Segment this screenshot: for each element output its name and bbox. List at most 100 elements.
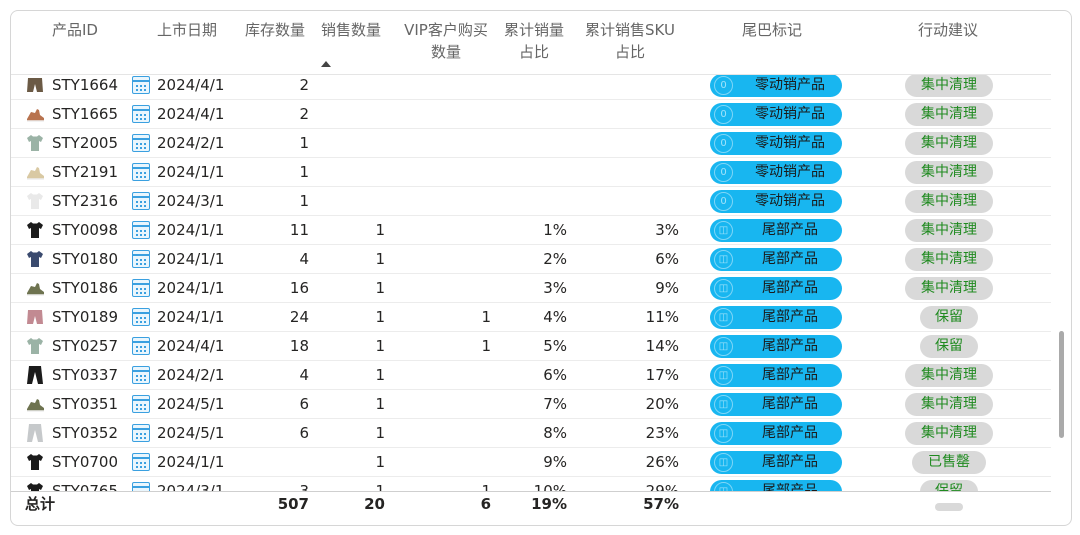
calendar-icon	[132, 221, 150, 239]
table-row[interactable]: STY0352 2024/5/1 6 1 8% 23% ◫ 尾部产品 集中清理	[11, 419, 1051, 448]
table-row[interactable]: STY1664 2024/4/1 2 0 零动销产品 集中清理	[11, 75, 1051, 100]
launch-date-cell: 2024/4/1	[157, 76, 225, 94]
black-tshirt-icon	[25, 481, 45, 491]
stock-qty-cell: 16	[289, 279, 309, 297]
header-cum-sku[interactable]: 累计销售SKU 占比	[585, 21, 675, 61]
table-row[interactable]: STY0186 2024/1/1 16 1 3% 9% ◫ 尾部产品 集中清理	[11, 274, 1051, 303]
white-tshirt-icon	[25, 191, 45, 211]
table-row[interactable]: STY2316 2024/3/1 1 0 零动销产品 集中清理	[11, 187, 1051, 216]
cum-sales-cell: 1%	[543, 221, 567, 239]
sales-qty-cell	[317, 100, 385, 128]
sales-qty-cell: 1	[375, 395, 385, 413]
tag-badge-icon: 0	[714, 134, 733, 153]
table-row[interactable]: STY2191 2024/1/1 1 0 零动销产品 集中清理	[11, 158, 1051, 187]
tail-tag-pill: 0 零动销产品	[710, 161, 842, 184]
product-id-cell: STY2191	[52, 163, 119, 181]
tail-tag-pill: ◫ 尾部产品	[710, 335, 842, 358]
tag-badge-icon: ◫	[714, 482, 733, 491]
cum-sku-cell: 6%	[655, 250, 679, 268]
tail-tag-pill: ◫ 尾部产品	[710, 451, 842, 474]
launch-date-cell: 2024/2/1	[157, 134, 225, 152]
tag-badge-icon: ◫	[714, 424, 733, 443]
header-vip-qty[interactable]: VIP客户购买 数量	[404, 21, 488, 61]
tail-tag-pill: ◫ 尾部产品	[710, 422, 842, 445]
totals-vip: 6	[480, 495, 491, 513]
table-row[interactable]: STY0700 2024/1/1 1 9% 26% ◫ 尾部产品 已售罄	[11, 448, 1051, 477]
cum-sku-cell	[611, 75, 679, 99]
tag-badge-icon: 0	[714, 105, 733, 124]
table-row[interactable]: STY0180 2024/1/1 4 1 2% 6% ◫ 尾部产品 集中清理	[11, 245, 1051, 274]
launch-date-cell: 2024/3/1	[157, 192, 225, 210]
tag-badge-icon: ◫	[714, 337, 733, 356]
olive-shoe-icon	[25, 394, 45, 414]
beige-shoe-icon	[25, 162, 45, 182]
cum-sales-cell: 4%	[543, 308, 567, 326]
sales-qty-cell: 1	[375, 221, 385, 239]
table-row[interactable]: STY0351 2024/5/1 6 1 7% 20% ◫ 尾部产品 集中清理	[11, 390, 1051, 419]
totals-label: 总计	[25, 495, 56, 513]
calendar-icon	[132, 308, 150, 326]
cum-sku-cell: 29%	[645, 482, 679, 491]
action-pill: 集中清理	[905, 393, 993, 416]
table-row[interactable]: STY0337 2024/2/1 4 1 6% 17% ◫ 尾部产品 集中清理	[11, 361, 1051, 390]
launch-date-cell: 2024/3/1	[157, 482, 225, 491]
tag-badge-icon: ◫	[714, 279, 733, 298]
header-launch-date[interactable]: 上市日期	[156, 21, 217, 39]
tail-tag-pill: ◫ 尾部产品	[710, 219, 842, 242]
tail-tag-pill: ◫ 尾部产品	[710, 277, 842, 300]
stock-qty-cell: 2	[299, 76, 309, 94]
cum-sales-cell: 9%	[543, 453, 567, 471]
calendar-icon	[132, 424, 150, 442]
navy-tshirt-icon	[25, 249, 45, 269]
header-sales-qty[interactable]: 销售数量	[320, 21, 381, 39]
totals-cum-sku: 57%	[643, 495, 679, 513]
calendar-icon	[132, 453, 150, 471]
table-row[interactable]: STY1665 2024/4/1 2 0 零动销产品 集中清理	[11, 100, 1051, 129]
vip-qty-cell	[423, 390, 491, 418]
table-row[interactable]: STY0189 2024/1/1 24 1 1 4% 11% ◫ 尾部产品 保留	[11, 303, 1051, 332]
product-id-cell: STY0351	[52, 395, 119, 413]
action-pill: 集中清理	[905, 190, 993, 213]
action-pill: 集中清理	[905, 248, 993, 271]
red-shoe-icon	[25, 104, 45, 124]
tag-badge-icon: ◫	[714, 366, 733, 385]
cum-sku-cell: 11%	[645, 308, 679, 326]
cum-sales-cell	[499, 129, 567, 157]
vip-qty-cell	[423, 187, 491, 215]
totals-row: 总计 507 20 6 19% 57%	[11, 491, 1051, 515]
header-action[interactable]: 行动建议	[917, 21, 978, 39]
header-cum-sales[interactable]: 累计销量 占比	[503, 21, 564, 61]
tail-tag-label: 零动销产品	[755, 193, 825, 209]
tail-tag-label: 尾部产品	[762, 338, 818, 354]
sort-ascending-icon[interactable]	[321, 61, 331, 67]
table-row[interactable]: STY0098 2024/1/1 11 1 1% 3% ◫ 尾部产品 集中清理	[11, 216, 1051, 245]
product-id-cell: STY0765	[52, 482, 119, 491]
cum-sku-cell	[611, 129, 679, 157]
vip-qty-cell: 1	[481, 308, 491, 326]
table-header: 产品ID 上市日期 库存数量 销售数量 VIP客户购买 数量 累计销量 占比 累计销…	[11, 11, 1051, 75]
header-stock-qty[interactable]: 库存数量	[244, 21, 305, 39]
cum-sales-cell	[499, 75, 567, 99]
stock-qty-cell: 4	[299, 250, 309, 268]
stock-qty-cell: 24	[289, 308, 309, 326]
table-row[interactable]: STY0765 2024/3/1 3 1 1 10% 29% ◫ 尾部产品 保留	[11, 477, 1051, 491]
tail-tag-label: 尾部产品	[762, 454, 818, 470]
header-tail-tag[interactable]: 尾巴标记	[741, 21, 802, 39]
tail-tag-pill: 0 零动销产品	[710, 190, 842, 213]
cum-sales-cell: 8%	[543, 424, 567, 442]
launch-date-cell: 2024/1/1	[157, 250, 225, 268]
cum-sales-cell: 5%	[543, 337, 567, 355]
calendar-icon	[132, 366, 150, 384]
cum-sku-cell	[611, 158, 679, 186]
table-row[interactable]: STY2005 2024/2/1 1 0 零动销产品 集中清理	[11, 129, 1051, 158]
launch-date-cell: 2024/4/1	[157, 105, 225, 123]
sage-tshirt-icon	[25, 336, 45, 356]
cum-sku-cell: 17%	[645, 366, 679, 384]
product-id-cell: STY2316	[52, 192, 119, 210]
tag-badge-icon: ◫	[714, 221, 733, 240]
table-row[interactable]: STY0257 2024/4/1 18 1 1 5% 14% ◫ 尾部产品 保留	[11, 332, 1051, 361]
action-pill: 集中清理	[905, 277, 993, 300]
header-product-id[interactable]: 产品ID	[52, 21, 98, 39]
black-pants-icon	[25, 365, 45, 385]
vertical-scrollbar[interactable]	[1059, 331, 1064, 438]
